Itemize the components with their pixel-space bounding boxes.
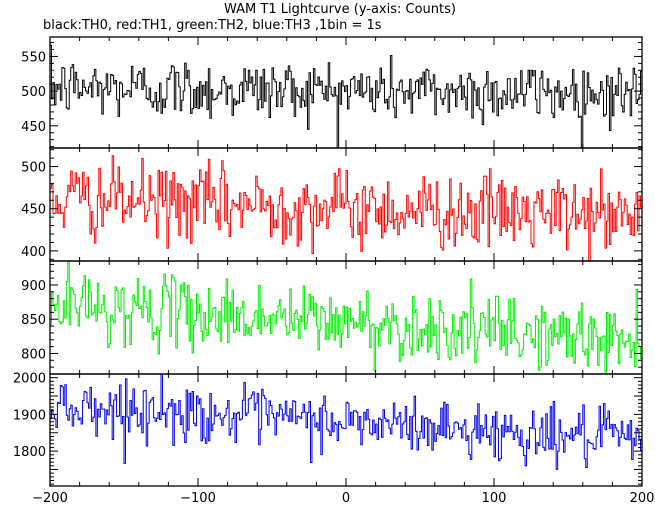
chart-title: WAM T1 Lightcurve (y-axis: Counts)	[224, 2, 456, 17]
series-line-th3	[50, 374, 642, 470]
x-ticks	[49, 148, 643, 261]
panel-2: 400 450 500	[21, 147, 643, 262]
y-tick-label: 450	[21, 203, 46, 218]
x-ticks	[49, 261, 643, 374]
series-line-th1	[50, 155, 642, 261]
y-ticks	[50, 149, 642, 260]
y-tick-label: 450	[21, 120, 46, 135]
y-tick-label: 500	[21, 85, 46, 100]
y-tick-label: 2000	[13, 372, 46, 387]
panel-3: 800 850 900	[21, 260, 643, 375]
y-tick-label: 500	[21, 161, 46, 176]
x-tick-label: 100	[482, 491, 507, 505]
panel-4: 1800 1900 2000 −200 −100 0 100 200	[13, 372, 655, 505]
y-ticks	[50, 373, 642, 485]
series-line-th2	[50, 261, 642, 374]
series-line-th0	[50, 44, 642, 148]
y-tick-label: 1900	[13, 408, 46, 423]
x-tick-label: 0	[342, 491, 350, 505]
y-tick-label: 900	[21, 279, 46, 294]
chart-subtitle: black:TH0, red:TH1, green:TH2, blue:TH3 …	[43, 18, 382, 33]
x-tick-label: −100	[180, 491, 216, 505]
panels: 450500550400450500800850900180019002000−…	[13, 36, 655, 505]
plot-frame	[49, 36, 643, 149]
y-tick-label: 550	[21, 50, 46, 65]
y-tick-label: 800	[21, 347, 46, 362]
y-tick-label: 850	[21, 313, 46, 328]
panel-1: 450 500 550	[21, 36, 643, 149]
x-ticks	[49, 374, 643, 486]
x-ticks	[49, 37, 643, 148]
x-tick-label: −200	[32, 491, 68, 505]
y-tick-label: 1800	[13, 445, 46, 460]
y-tick-label: 400	[21, 245, 46, 260]
y-ticks	[50, 42, 642, 148]
x-tick-label: 200	[630, 491, 655, 505]
